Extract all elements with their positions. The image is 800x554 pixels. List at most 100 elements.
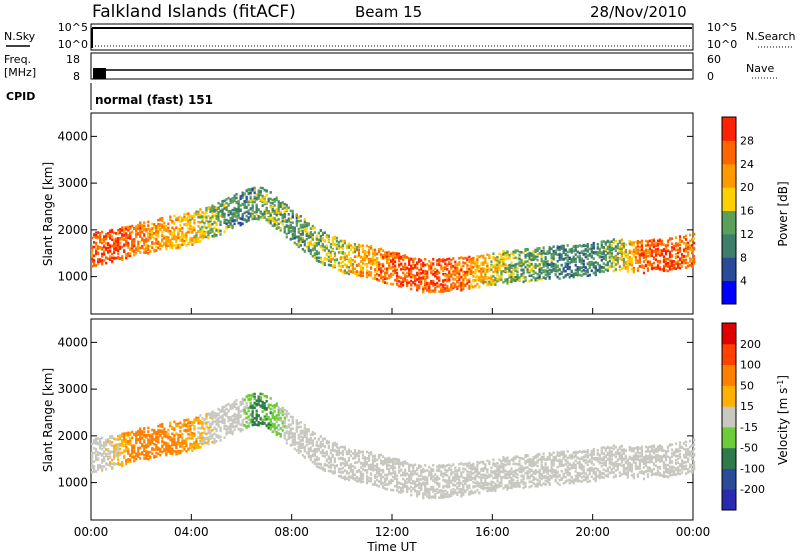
echo-cell	[253, 191, 256, 195]
echo-cell	[243, 218, 246, 221]
echo-cell	[287, 412, 290, 416]
echo-cell	[129, 460, 132, 464]
echo-cell	[101, 436, 104, 440]
echo-cell	[335, 244, 339, 248]
echo-cell	[109, 233, 112, 237]
echo-cell	[247, 394, 250, 397]
echo-cell	[147, 236, 150, 239]
echo-cell	[434, 286, 437, 290]
echo-cell	[309, 449, 312, 452]
echo-cell	[311, 235, 314, 239]
echo-cell	[566, 273, 569, 276]
echo-cell	[339, 268, 343, 272]
echo-cell	[424, 277, 427, 281]
echo-cell	[261, 195, 264, 198]
echo-cell	[628, 242, 631, 246]
echo-cell	[263, 188, 266, 192]
echo-cell	[103, 451, 106, 455]
echo-cell	[347, 260, 351, 264]
echo-cell	[133, 253, 136, 257]
echo-cell	[305, 224, 308, 228]
echo-cell	[558, 277, 561, 281]
echo-cell	[125, 236, 128, 239]
echo-cell	[225, 433, 228, 436]
echo-cell	[303, 456, 306, 459]
echo-cell	[221, 416, 224, 419]
echo-cell	[127, 431, 130, 435]
echo-cell	[303, 250, 306, 253]
echo-cell	[269, 197, 272, 201]
echo-cell	[289, 436, 292, 439]
echo-cell	[223, 418, 226, 422]
echo-cell	[636, 261, 640, 265]
echo-cell	[203, 421, 206, 425]
echo-cell	[233, 425, 236, 428]
echo-cell	[243, 211, 246, 215]
echo-cell	[343, 271, 347, 275]
echo-cell	[548, 249, 551, 252]
echo-cell	[470, 283, 473, 287]
echo-cell	[283, 228, 286, 232]
echo-cell	[494, 278, 497, 282]
echo-cell	[229, 428, 232, 432]
echo-cell	[596, 268, 599, 272]
echo-cell	[183, 439, 186, 443]
echo-cell	[506, 250, 509, 254]
echo-cell	[211, 230, 214, 233]
echo-cell	[516, 262, 519, 266]
echo-cell	[307, 249, 310, 253]
echo-cell	[117, 438, 120, 441]
echo-cell	[241, 423, 244, 427]
echo-cell	[578, 244, 581, 247]
echo-cell	[303, 429, 306, 433]
echo-cell	[538, 267, 541, 270]
echo-cell	[131, 243, 134, 246]
echo-cell	[125, 241, 128, 245]
echo-cell	[199, 439, 202, 443]
echo-cell	[207, 223, 210, 226]
echo-cell	[193, 434, 196, 438]
echo-cell	[422, 275, 425, 279]
echo-cell	[161, 436, 164, 440]
echo-cell	[564, 274, 567, 277]
echo-cell	[219, 415, 222, 419]
echo-cell	[319, 260, 322, 264]
echo-cell	[464, 284, 467, 288]
echo-cell	[185, 444, 188, 448]
echo-cell	[339, 245, 343, 249]
echo-cell	[422, 269, 425, 273]
echo-cell	[171, 233, 174, 236]
echo-cell	[516, 277, 519, 281]
echo-cell	[570, 274, 573, 278]
echo-cell	[109, 436, 112, 439]
echo-cell	[369, 245, 373, 248]
echo-cell	[103, 446, 106, 449]
echo-cell	[127, 434, 130, 438]
echo-cell	[177, 436, 180, 440]
echo-cell	[197, 445, 200, 448]
echo-cell	[223, 424, 226, 428]
echo-cell	[153, 224, 156, 228]
echo-cell	[199, 436, 202, 440]
echo-cell	[305, 234, 308, 238]
echo-cell	[139, 240, 142, 244]
echo-cell	[484, 271, 487, 274]
echo-cell	[143, 427, 146, 431]
echo-cell	[109, 258, 112, 261]
echo-cell	[502, 250, 505, 253]
echo-cell	[175, 235, 178, 239]
echo-cell	[173, 450, 176, 453]
echo-cell	[604, 241, 607, 244]
echo-cell	[133, 249, 136, 253]
echo-cell	[283, 212, 286, 216]
echo-cell	[580, 270, 583, 273]
echo-cell	[239, 223, 242, 227]
echo-cell	[618, 265, 621, 269]
echo-cell	[165, 241, 168, 245]
echo-cell	[201, 436, 204, 440]
echo-cell	[379, 270, 383, 273]
echo-cell	[237, 206, 240, 210]
echo-cell	[141, 245, 144, 248]
echo-cell	[105, 462, 108, 465]
echo-cell	[155, 433, 158, 436]
